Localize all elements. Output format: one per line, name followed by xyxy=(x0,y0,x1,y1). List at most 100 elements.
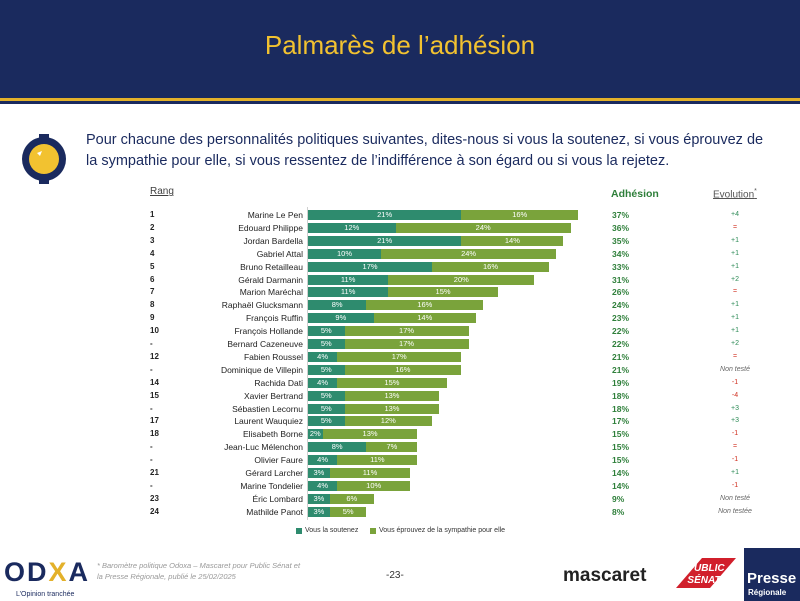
adhesion-value: 17% xyxy=(612,416,630,427)
survey-question: Pour chacune des personnalités politique… xyxy=(86,132,764,169)
adhesion-value: 37% xyxy=(612,210,630,220)
chart-row: 4 Gabriel Attal 10% 24% 34% +1 xyxy=(0,248,800,260)
evolution-value: +1 xyxy=(731,469,739,476)
bar-soutenez: 5% xyxy=(308,390,345,401)
category-label: Gérard Larcher xyxy=(245,468,303,478)
chart-row: 17 Laurent Wauquiez 5% 12% 17% +3 xyxy=(0,415,800,427)
evolution-value: +1 xyxy=(731,262,739,270)
adhesion-value: 15% xyxy=(612,429,630,440)
bar-soutenez: 21% xyxy=(308,235,462,246)
rank-label: 17 xyxy=(150,416,159,426)
evolution-value: +3 xyxy=(731,404,739,412)
chart-row: 8 Raphaël Glucksmann 8% 16% 24% +1 xyxy=(0,299,800,311)
chart-row: 12 Fabien Roussel 4% 17% 21% = xyxy=(0,351,800,363)
evolution-value: = xyxy=(732,352,738,360)
category-label: Sébastien Lecornu xyxy=(232,403,303,414)
adhesion-value: 21% xyxy=(612,351,630,362)
rank-label: 10 xyxy=(150,326,159,336)
bar-sympathie: 16% xyxy=(366,300,484,311)
odoxa-tagline: L’Opinion tranchée xyxy=(16,591,75,598)
chart-row: 24 Mathilde Panot 3% 5% 8% Non testée xyxy=(0,506,800,518)
chart-axis-line xyxy=(307,207,308,520)
public-senat-line1: PUBLIC xyxy=(687,563,725,574)
adhesion-value: 22% xyxy=(612,326,630,337)
bar-sympathie: 13% xyxy=(344,403,440,414)
evolution-value: -4 xyxy=(731,391,739,399)
chart-row: - Marine Tondelier 4% 10% 14% -1 xyxy=(0,480,800,492)
chart-row: 7 Marion Maréchal 11% 15% 26% = xyxy=(0,286,800,298)
category-label: Marine Tondelier xyxy=(240,480,303,491)
chart-row: 9 François Ruffin 9% 14% 23% +1 xyxy=(0,312,800,324)
evolution-value: +2 xyxy=(731,340,739,347)
bar-soutenez: 11% xyxy=(308,274,389,285)
bar-soutenez: 5% xyxy=(308,339,345,349)
category-label: Dominique de Villepin xyxy=(220,364,303,375)
chart-row: - Sébastien Lecornu 5% 13% 18% +3 xyxy=(0,403,800,415)
legend-item-sympathie: Vous éprouvez de la sympathie pour elle xyxy=(370,527,505,534)
evolution-footnote-mark: * xyxy=(754,188,757,195)
category-label: François Hollande xyxy=(234,326,303,337)
category-label: Rachida Dati xyxy=(254,377,303,388)
category-label: Marion Maréchal xyxy=(239,287,303,298)
evolution-column-header: Evolution* xyxy=(713,188,757,200)
adhesion-value: 8% xyxy=(612,506,625,517)
category-label: Olivier Faure xyxy=(254,455,303,466)
evolution-value: = xyxy=(732,288,738,296)
category-label: Laurent Wauquiez xyxy=(234,416,303,427)
rank-label: 9 xyxy=(150,313,155,323)
adhesion-value: 24% xyxy=(612,300,630,311)
bar-soutenez: 4% xyxy=(308,351,338,362)
evolution-value: -1 xyxy=(731,481,739,489)
bar-sympathie: 16% xyxy=(461,210,579,220)
regionale-label: Régionale xyxy=(748,588,787,597)
adhesion-value: 18% xyxy=(612,403,630,414)
category-label: Gérald Darmanin xyxy=(238,274,303,285)
evolution-value: +4 xyxy=(731,211,739,218)
bar-sympathie: 12% xyxy=(344,416,433,427)
chart-row: 2 Edouard Philippe 12% 24% 36% = xyxy=(0,222,800,234)
evolution-value: +1 xyxy=(731,301,739,309)
public-senat-logo: PUBLIC SÉNAT xyxy=(676,558,736,588)
evolution-value: +1 xyxy=(731,236,739,244)
rank-label: 5 xyxy=(150,261,155,271)
rank-label: - xyxy=(150,403,153,413)
category-label: Jean-Luc Mélenchon xyxy=(224,442,303,453)
chart-row: 5 Bruno Retailleau 17% 16% 33% +1 xyxy=(0,261,800,273)
bar-sympathie: 16% xyxy=(432,261,549,272)
adhesion-value: 33% xyxy=(612,261,630,272)
adhesion-value: 14% xyxy=(612,480,630,491)
bar-sympathie: 13% xyxy=(344,390,440,401)
bar-sympathie: 24% xyxy=(395,222,571,233)
rank-label: - xyxy=(150,364,153,374)
evolution-value: +1 xyxy=(731,327,739,335)
evolution-value: -1 xyxy=(731,456,739,464)
bar-soutenez: 3% xyxy=(308,506,330,517)
rank-label: 7 xyxy=(150,287,155,297)
adhesion-value: 9% xyxy=(612,493,625,504)
bar-sympathie: 17% xyxy=(337,351,462,362)
source-note: * Baromètre politique Odoxa – Mascaret p… xyxy=(97,561,301,581)
evolution-value: Non testé xyxy=(720,494,750,502)
chart-row: 3 Jordan Bardella 21% 14% 35% +1 xyxy=(0,235,800,247)
category-label: Éric Lombard xyxy=(252,493,303,504)
page-title: Palmarès de l’adhésion xyxy=(264,30,536,60)
rank-label: 18 xyxy=(150,429,159,439)
bar-soutenez: 17% xyxy=(308,261,433,272)
public-senat-line2: SÉNAT xyxy=(687,573,721,586)
odoxa-logo: ODXA L’Opinion tranchée xyxy=(4,557,90,598)
evolution-value: +1 xyxy=(731,314,739,322)
adhesion-value: 26% xyxy=(612,287,630,298)
rank-label: 2 xyxy=(150,222,155,232)
evolution-value: -1 xyxy=(731,430,739,438)
legend-swatch-sympathie xyxy=(370,527,376,534)
bar-sympathie: 5% xyxy=(329,506,367,517)
bar-sympathie: 16% xyxy=(344,364,462,375)
rank-label: 4 xyxy=(150,248,155,258)
evolution-label: Evolution xyxy=(713,189,755,201)
presse-regionale-logo: Presse Régionale xyxy=(744,548,800,601)
rank-label: 8 xyxy=(150,300,155,310)
rank-label: - xyxy=(150,455,153,465)
rank-label: - xyxy=(150,442,153,452)
evolution-value: +3 xyxy=(731,417,739,425)
chart-row: 6 Gérald Darmanin 11% 20% 31% +2 xyxy=(0,274,800,286)
